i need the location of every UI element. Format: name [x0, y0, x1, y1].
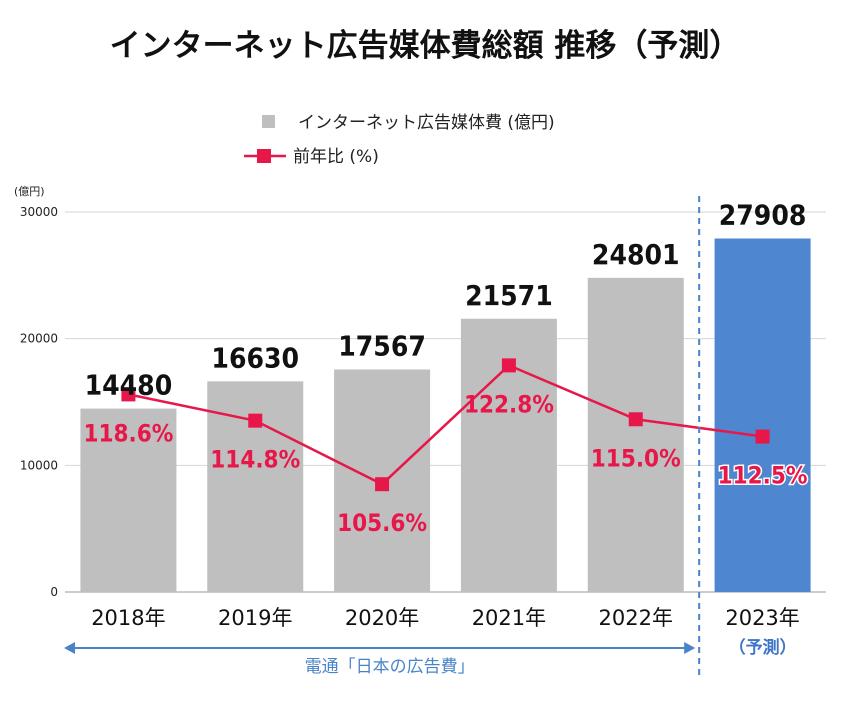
source-range-arrow: 電通「日本の広告費」: [64, 642, 696, 677]
x-tick-label: 2021年: [472, 606, 546, 630]
chart-title: インターネット広告媒体費総額 推移（予測）: [110, 28, 741, 64]
bar-value-label: 16630: [211, 341, 299, 374]
gridlines: [65, 211, 826, 593]
y-tick-label: 0: [50, 585, 58, 599]
y-unit-label: (億円): [14, 185, 45, 198]
ratio-marker: [501, 358, 516, 373]
source-arrow-left-head: [64, 642, 75, 654]
ratio-marker: [628, 412, 643, 427]
ratio-label: 114.8%: [210, 446, 300, 474]
bar-value-label: 17567: [338, 329, 426, 362]
ratio-marker: [755, 429, 770, 444]
x-tick-label: 2022年: [599, 606, 673, 630]
ratio-label: 112.5%: [718, 462, 808, 490]
y-tick-label: 30000: [20, 205, 58, 219]
x-tick-label: 2023年: [725, 606, 799, 630]
y-axis-ticks: 0 10000 20000 30000: [20, 205, 58, 599]
legend-swatch-bar: [262, 115, 275, 128]
bar-value-label: 14480: [85, 369, 173, 402]
bar-2018年: [80, 408, 177, 592]
ratio-labels: 118.6% 114.8% 105.6% 122.8% 115.0% 112.5%: [83, 390, 809, 537]
source-label: 電通「日本の広告費」: [305, 657, 475, 677]
ratio-label: 115.0%: [591, 444, 681, 472]
bar-value-label: 27908: [719, 198, 807, 231]
y-tick-label: 20000: [20, 332, 58, 346]
bar-2022年: [587, 277, 684, 592]
ratio-label: 122.8%: [464, 390, 554, 418]
legend-label-bar: インターネット広告媒体費 (億円): [298, 113, 555, 133]
ratio-label: 118.6%: [83, 419, 173, 447]
x-axis-ticks: 2018年 2019年 2020年 2021年 2022年 2023年 （予測）: [91, 606, 800, 658]
legend-label-ratio: 前年比 (%): [293, 147, 379, 167]
bars: [80, 238, 811, 593]
x-tick-label: 2019年: [218, 606, 292, 630]
bar-2023年: [714, 238, 811, 593]
x-tick-label: 2018年: [91, 606, 165, 630]
ratio-line: [121, 358, 770, 492]
ratio-marker: [121, 387, 136, 402]
ratio-label: 105.6%: [337, 509, 427, 537]
ratio-marker: [375, 477, 390, 492]
source-arrow-right-head: [684, 642, 696, 654]
ratio-marker: [248, 413, 263, 428]
legend: インターネット広告媒体費 (億円) 前年比 (%): [244, 113, 555, 167]
bar-value-labels: 14480 16630 17567 21571 24801 27908: [85, 198, 807, 401]
ratio-polyline: [128, 363, 763, 486]
legend-marker-ratio: [257, 149, 271, 163]
x-tick-sublabel: （予測）: [729, 637, 797, 658]
bar-value-label: 21571: [465, 279, 553, 312]
bar-value-label: 24801: [592, 238, 680, 271]
y-tick-label: 10000: [20, 458, 58, 472]
x-tick-label: 2020年: [345, 606, 419, 630]
